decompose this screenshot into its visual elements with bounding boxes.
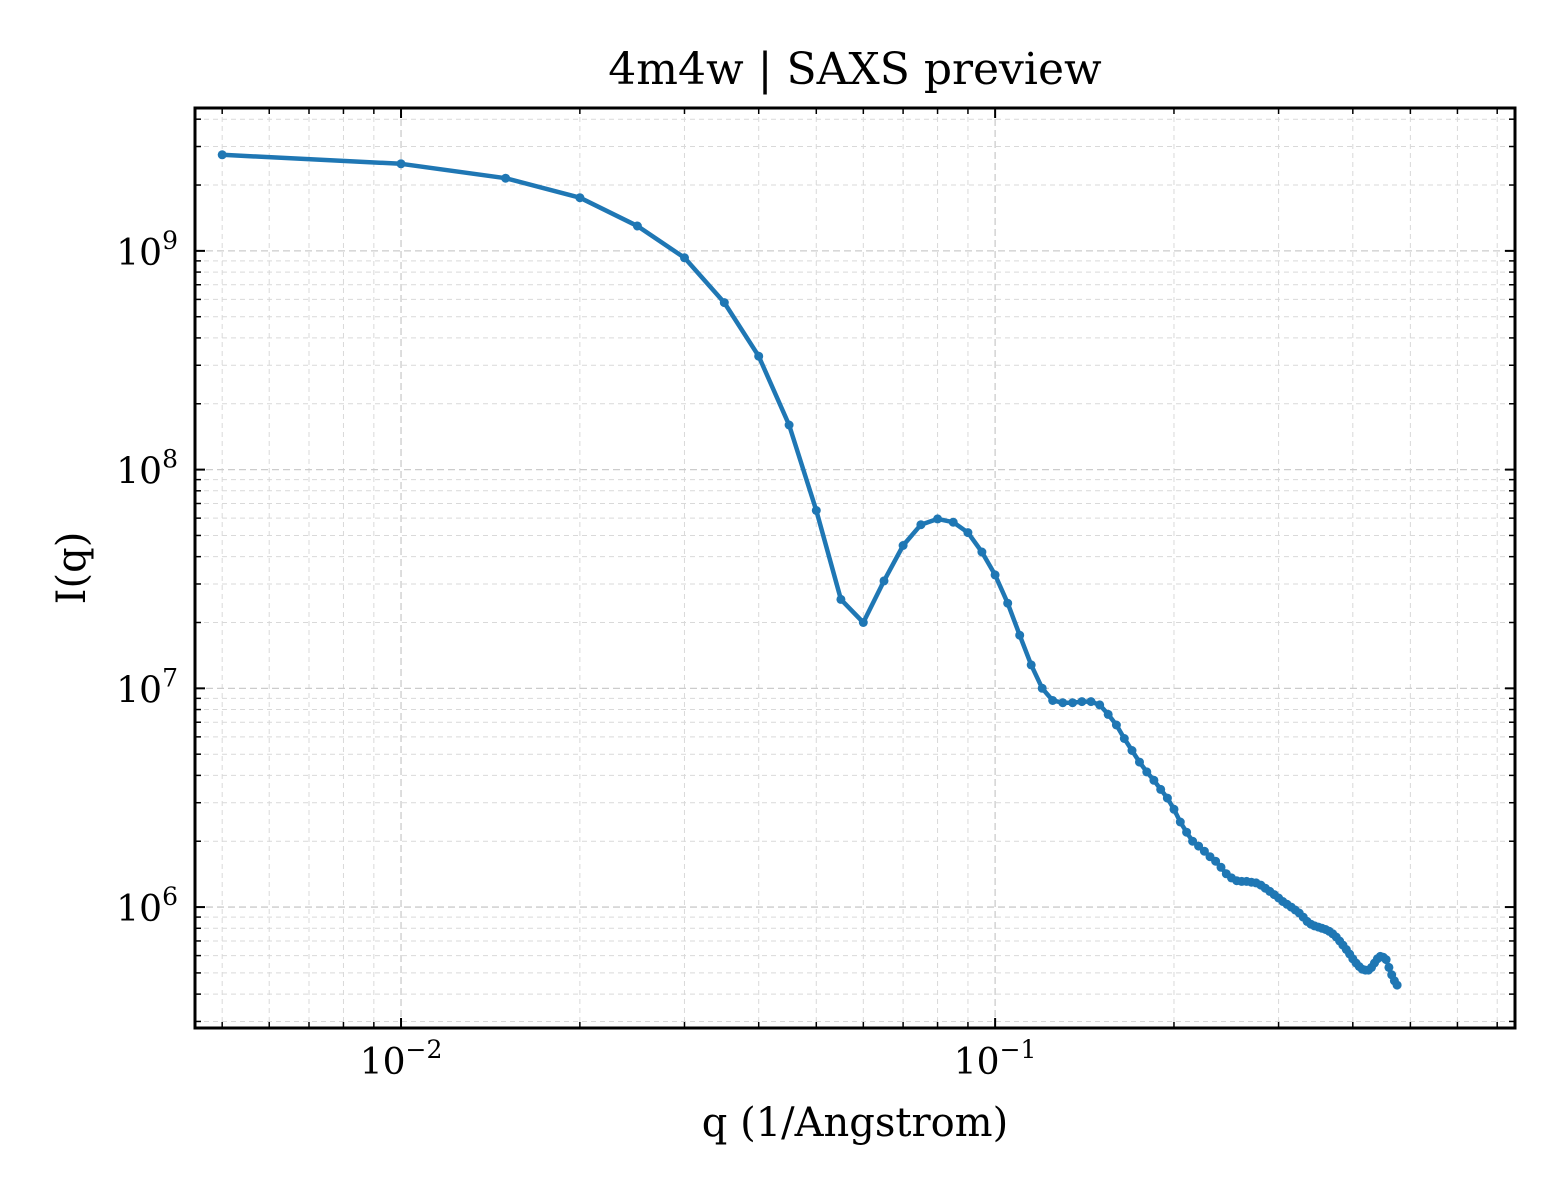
data-point — [1003, 598, 1013, 608]
y-axis-label: I(q) — [49, 532, 95, 605]
data-point — [784, 420, 794, 430]
data-point — [1182, 827, 1192, 837]
data-point — [1086, 697, 1096, 707]
data-point — [1216, 862, 1226, 872]
data-point — [1127, 746, 1137, 755]
y-tick-label: 106 — [116, 882, 178, 930]
data-point — [632, 221, 642, 231]
data-point — [1015, 630, 1025, 640]
data-point — [811, 506, 821, 515]
data-point — [858, 618, 868, 627]
data-point — [396, 159, 406, 169]
y-tick-label: 108 — [116, 445, 178, 493]
data-point — [1058, 698, 1068, 708]
data-point — [990, 570, 1000, 580]
data-point — [1199, 846, 1209, 856]
data-point — [501, 173, 511, 183]
series-layer — [217, 150, 1402, 990]
data-point — [1119, 734, 1129, 743]
data-point — [1037, 683, 1047, 693]
data-point — [754, 351, 764, 361]
data-point — [1175, 817, 1185, 827]
data-point — [1169, 804, 1179, 814]
data-point — [1026, 660, 1036, 670]
data-point — [879, 576, 889, 586]
data-point — [1381, 955, 1391, 965]
data-point — [1095, 700, 1105, 710]
data-point — [217, 150, 227, 160]
data-point — [719, 298, 729, 308]
data-point — [836, 594, 846, 604]
data-point — [1142, 767, 1152, 777]
data-point — [977, 547, 987, 557]
data-point — [1194, 841, 1204, 851]
data-point — [575, 193, 585, 203]
ticks — [195, 108, 1515, 1028]
data-point — [1211, 856, 1221, 866]
data-point — [963, 528, 973, 538]
data-point — [1077, 697, 1087, 707]
data-point — [1111, 720, 1121, 730]
data-point — [1068, 698, 1078, 708]
tick-labels: 10−2 10−1 106 107 108 109 — [116, 226, 1036, 1083]
y-tick-label: 109 — [116, 226, 178, 274]
data-point — [933, 514, 943, 524]
data-point — [948, 517, 958, 527]
data-point — [1162, 793, 1172, 803]
plot-frame — [193, 106, 1517, 1030]
data-point — [1103, 709, 1113, 719]
data-point — [680, 253, 689, 263]
series-line — [219, 152, 1400, 988]
x-axis-label: q (1/Angstrom) — [702, 1100, 1008, 1146]
y-tick-label: 107 — [116, 663, 178, 711]
data-point — [1149, 775, 1159, 785]
data-point — [1384, 962, 1394, 972]
data-point — [1156, 784, 1166, 794]
data-point — [1048, 696, 1058, 705]
x-tick-label: 10−2 — [360, 1035, 443, 1083]
data-point — [1392, 980, 1402, 990]
chart-title: 4m4w | SAXS preview — [608, 44, 1102, 95]
data-point — [916, 520, 926, 530]
data-point — [898, 541, 908, 550]
grid — [195, 108, 1515, 1028]
data-point — [1188, 836, 1198, 846]
x-tick-label: 10−1 — [954, 1035, 1037, 1083]
data-point — [1135, 757, 1144, 767]
